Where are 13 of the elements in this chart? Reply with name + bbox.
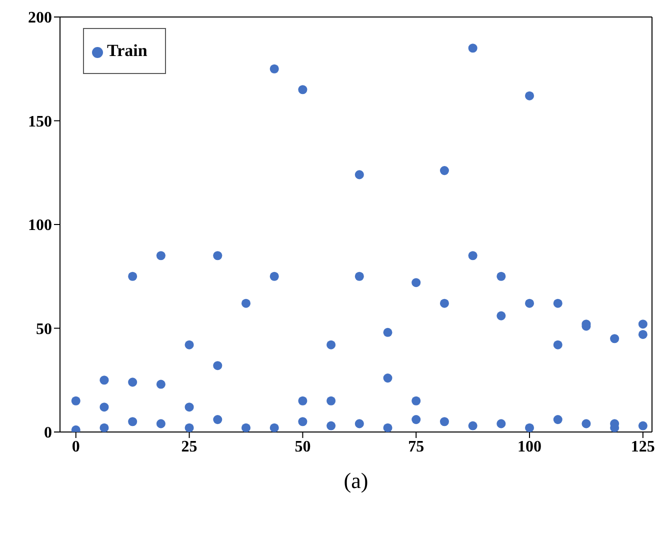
x-axis-title: (a) [344,468,368,493]
x-tick-label: 50 [294,438,311,456]
y-tick-label: 50 [36,320,52,338]
x-tick-label: 0 [72,438,80,456]
y-tick-label: 0 [44,424,52,442]
y-tick-label: 100 [28,217,52,234]
y-tick-label: 150 [28,113,52,130]
y-tick-label: 200 [28,10,52,27]
x-tick-label: 100 [518,438,542,456]
legend-label: Train [107,41,148,60]
x-tick-label: 75 [408,438,424,456]
x-tick-label: 25 [181,438,198,456]
x-tick-label: 125 [630,438,655,456]
